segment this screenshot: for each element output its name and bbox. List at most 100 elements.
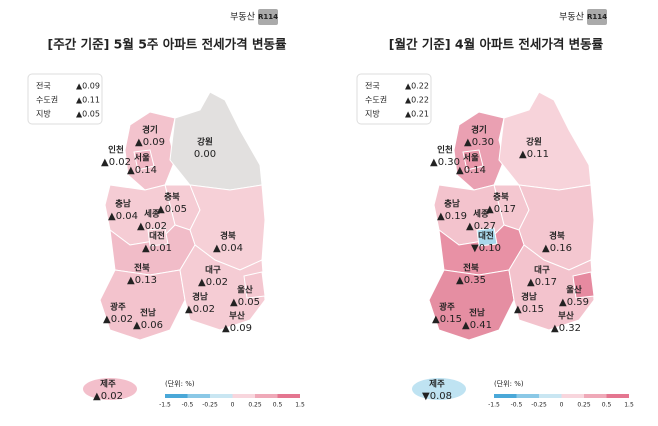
region-name: 광주: [110, 302, 126, 313]
summary-value: ▲0.22: [405, 82, 429, 91]
region-name: 울산: [237, 285, 253, 296]
region-name: 충남: [444, 199, 460, 210]
panel-title: [월간 기준] 4월 아파트 전세가격 변동률: [389, 37, 604, 52]
region-name: 충북: [493, 192, 509, 203]
legend-swatch: [210, 394, 233, 398]
legend-tick: 1.5: [624, 402, 634, 409]
province: [498, 91, 592, 191]
summary-frame: [27, 73, 103, 125]
province: [133, 149, 155, 171]
summary-value: ▲0.05: [76, 110, 100, 119]
region-value: ▲0.17: [527, 277, 557, 288]
legend-swatch: [255, 394, 278, 398]
region-value: ▲0.13: [127, 275, 157, 286]
region-name: 강원: [197, 137, 213, 148]
legend-swatch: [165, 394, 188, 398]
legend-swatch: [584, 394, 607, 398]
logo-badge: [587, 9, 607, 25]
region-name: 서울: [463, 153, 479, 164]
region-value: ▲0.27: [466, 221, 496, 232]
region-value: ▲0.41: [462, 320, 492, 331]
region-value: ▲0.04: [213, 243, 243, 254]
legend-tick: 0.25: [248, 402, 262, 409]
region-name: 강원: [526, 137, 542, 148]
summary-frame: [356, 73, 432, 125]
region-value: ▲0.15: [514, 304, 544, 315]
legend-tick: 0.25: [577, 402, 591, 409]
logo-text: 부동산: [559, 12, 584, 23]
province: [179, 244, 266, 331]
panel-title: [주간 기준] 5월 5주 아파트 전세가격 변동률: [48, 37, 287, 52]
summary-value: ▲0.22: [405, 96, 429, 105]
legend-tick: -1.5: [159, 402, 171, 409]
region-name: 전남: [140, 308, 156, 319]
region-value: ▲0.01: [142, 243, 172, 254]
summary-label: 전국: [36, 81, 51, 91]
legend-swatch: [277, 394, 300, 398]
province: [83, 378, 137, 400]
legend-tick: 0.5: [602, 402, 612, 409]
region-value: ▲0.17: [486, 204, 516, 215]
legend-tick: 0.5: [273, 402, 283, 409]
region-name: 부산: [558, 311, 574, 322]
legend-swatch: [232, 394, 255, 398]
region-name: 경남: [521, 292, 537, 303]
region-name: 경북: [549, 231, 565, 242]
logo-badge-text: R114: [258, 13, 278, 21]
region-name: 전북: [463, 263, 479, 274]
region-value: ▲0.05: [157, 204, 187, 215]
summary-label: 수도권: [36, 95, 58, 105]
legend-swatch: [606, 394, 629, 398]
region-name: 대전: [149, 231, 165, 242]
summary-label: 수도권: [365, 95, 387, 105]
province: [572, 271, 595, 299]
legend-swatch: [494, 394, 517, 398]
region-value: ▲0.35: [456, 275, 486, 286]
region-value: ▲0.02: [103, 314, 133, 325]
region-value: ▲0.59: [559, 297, 589, 308]
region-value: ▲0.09: [135, 137, 165, 148]
province: [476, 227, 498, 247]
legend-tick: 1.5: [295, 402, 305, 409]
legend-tick: -0.25: [531, 402, 547, 409]
legend-tick: 0: [560, 402, 564, 409]
legend-unit: (단위: %): [165, 379, 195, 388]
region-name: 부산: [229, 311, 245, 322]
region-name: 전북: [134, 263, 150, 274]
logo-badge-text: R114: [587, 13, 607, 21]
summary-box: 전국 ▲0.22 수도권 ▲0.22 지방 ▲0.21: [356, 73, 432, 125]
province: [412, 378, 466, 400]
region-value: ▲0.02: [185, 304, 215, 315]
legend-unit: (단위: %): [494, 379, 524, 388]
summary-value: ▲0.09: [76, 82, 100, 91]
region-value: ▲0.06: [133, 320, 163, 331]
region-value: ▲0.30: [464, 137, 494, 148]
region-value: ▲0.30: [430, 157, 460, 168]
summary-label: 지방: [36, 109, 51, 119]
region-name: 세종: [144, 209, 160, 220]
region-name: 세종: [473, 209, 489, 220]
region-value: ▲0.02: [137, 221, 167, 232]
logo-text: 부동산: [230, 12, 255, 23]
legend-swatch: [187, 394, 210, 398]
region-name: 대구: [205, 265, 221, 276]
province: [508, 244, 595, 331]
summary-label: 전국: [365, 81, 380, 91]
region-name: 대전: [478, 231, 494, 242]
region-value: ▲0.04: [108, 211, 138, 222]
province: [99, 269, 186, 341]
region-value: ▲0.05: [230, 297, 260, 308]
region-value: ▲0.09: [222, 323, 252, 334]
region-name: 전남: [469, 308, 485, 319]
region-value: ▲0.19: [437, 211, 467, 222]
summary-box: 전국 ▲0.09 수도권 ▲0.11 지방 ▲0.05: [27, 73, 103, 125]
region-value: 0.00: [194, 149, 216, 160]
region-value: ▲0.11: [519, 149, 549, 160]
region-value: ▲0.02: [93, 391, 123, 402]
legend-tick: 0: [231, 402, 235, 409]
province: [169, 91, 263, 191]
logo-badge: [258, 9, 278, 25]
summary-value: ▲0.21: [405, 110, 429, 119]
province: [243, 271, 266, 299]
